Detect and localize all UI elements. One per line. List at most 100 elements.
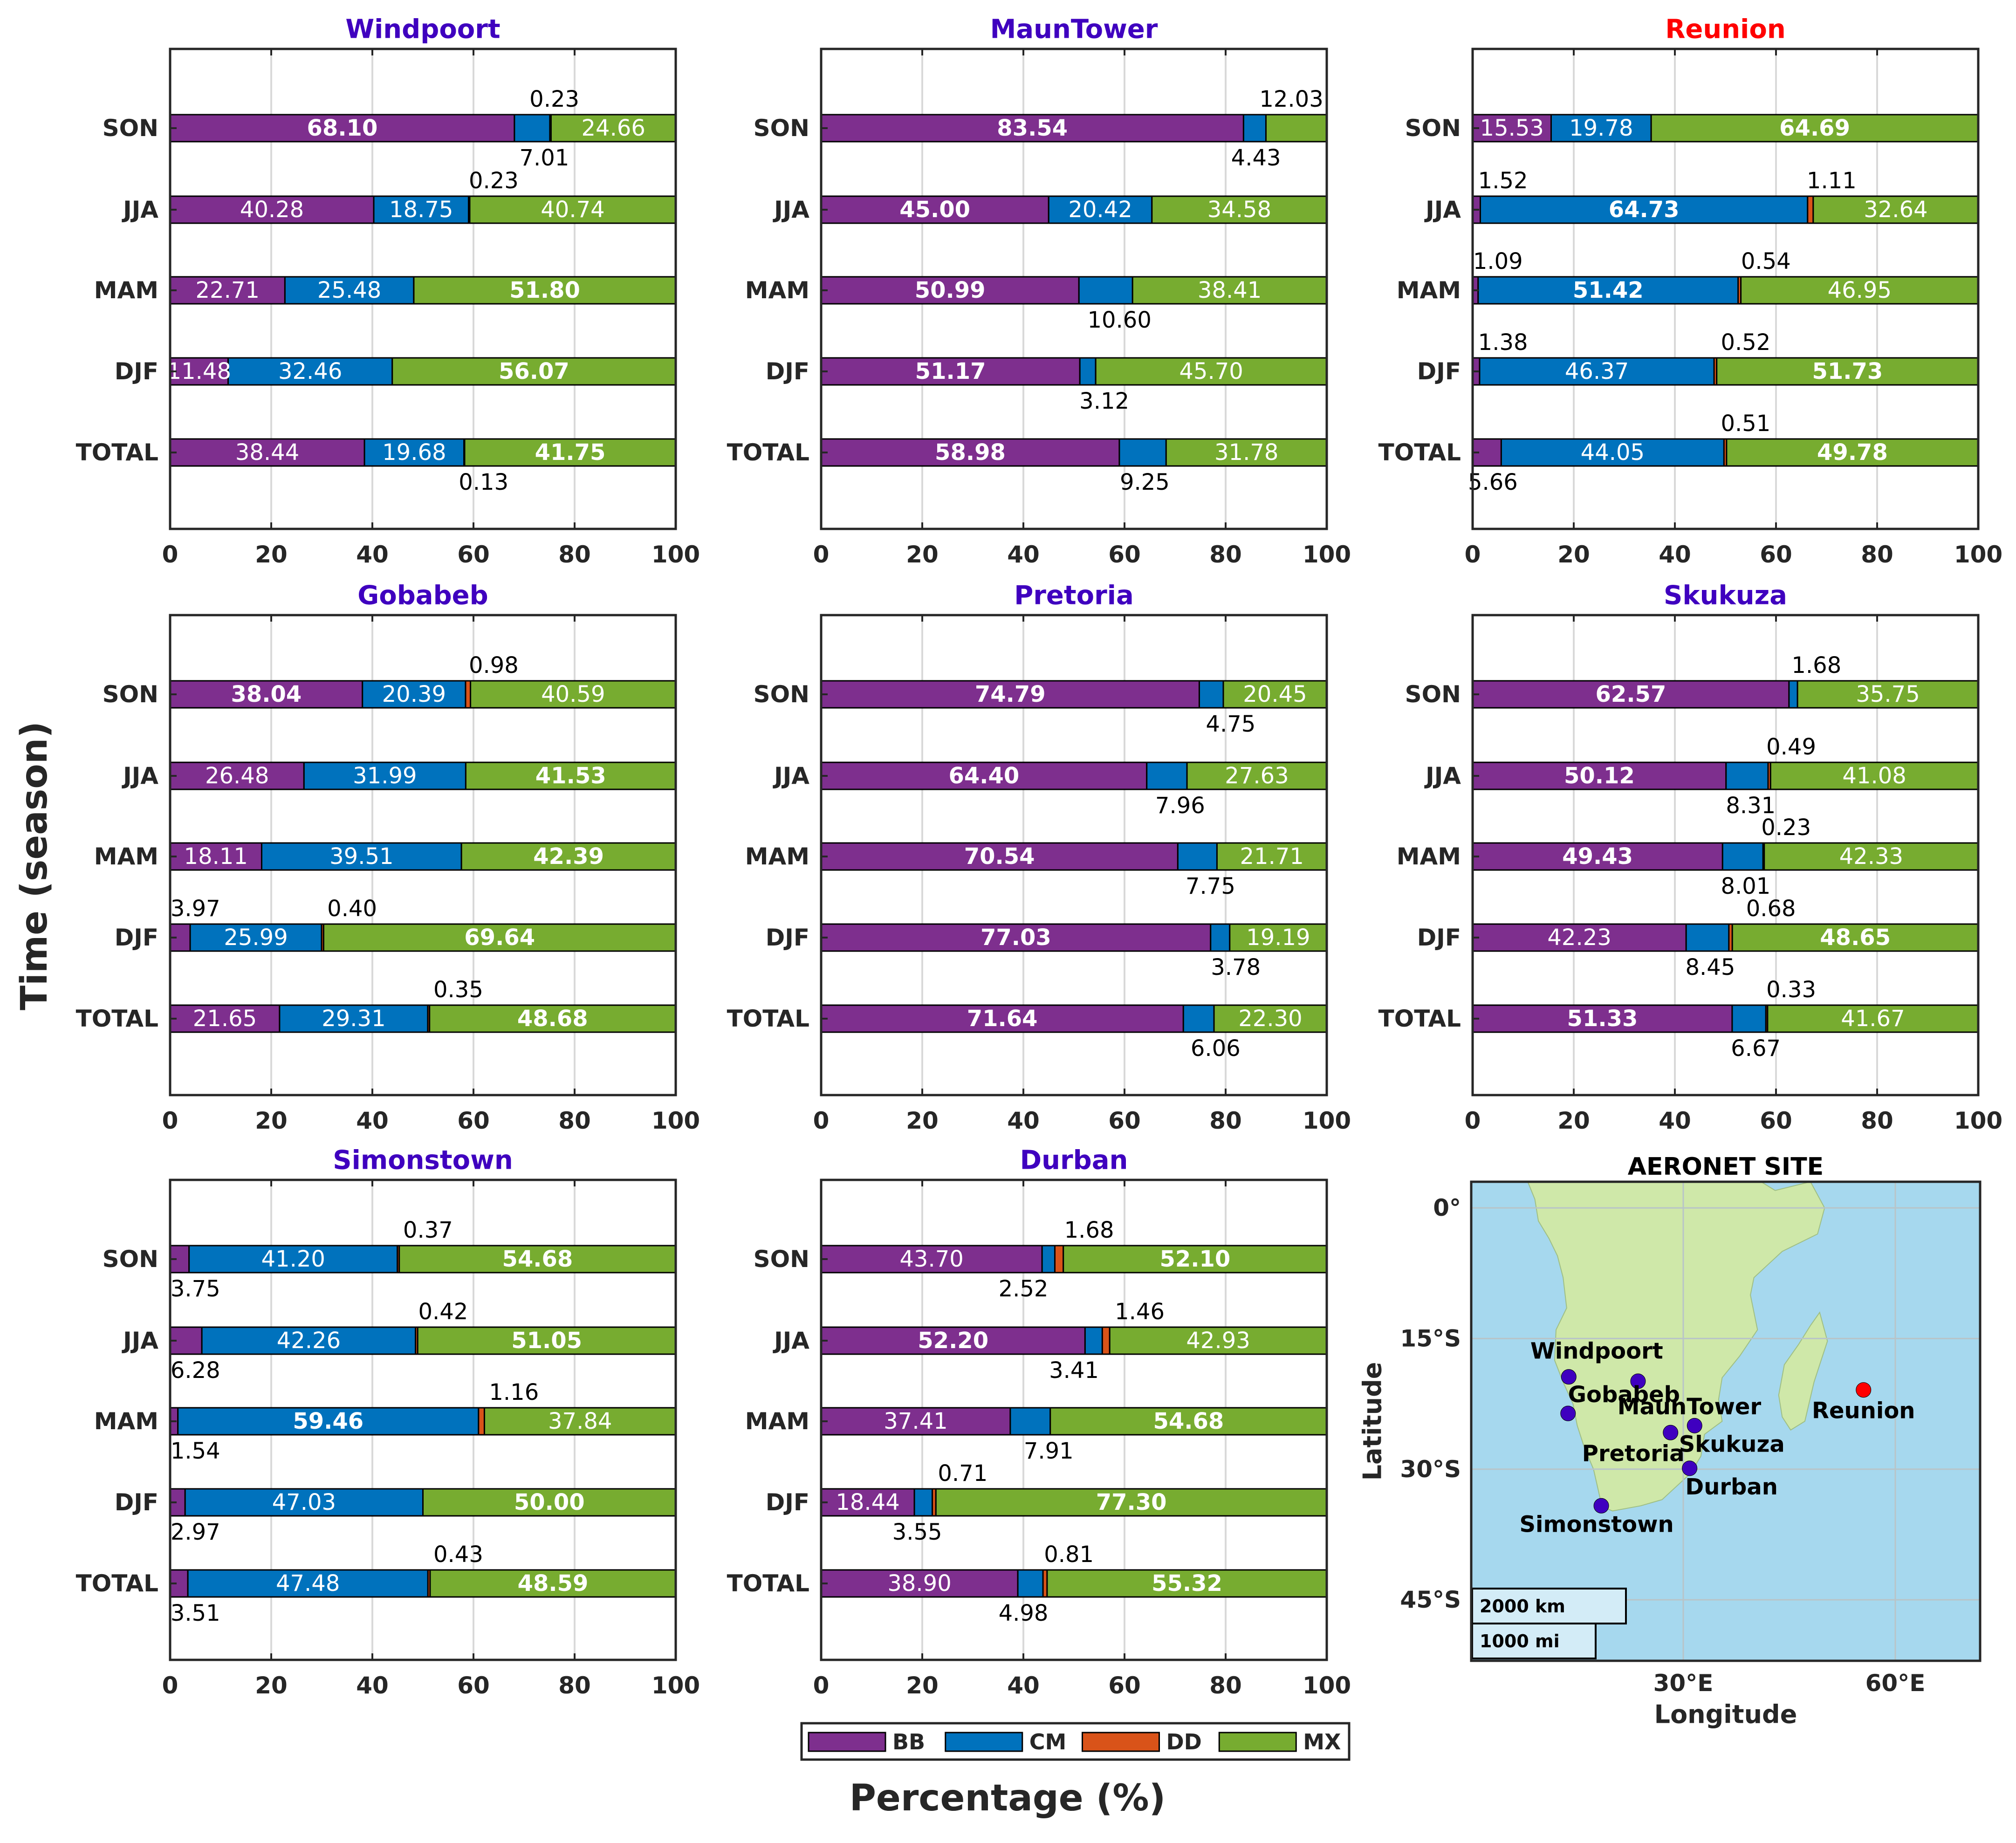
data-label: 52.20	[918, 1328, 988, 1354]
legend-swatch-dd	[1082, 1732, 1160, 1752]
data-label: 64.73	[1609, 197, 1680, 223]
chart-title: Gobabeb	[357, 581, 488, 611]
bar-bb	[820, 438, 1120, 467]
category-label: SON	[103, 681, 158, 708]
data-label: 0.51	[1721, 411, 1770, 437]
data-label: 38.44	[235, 439, 299, 466]
bar-cm	[284, 276, 415, 305]
data-label: 0.71	[938, 1460, 987, 1487]
x-tick-label: 40	[356, 1107, 389, 1134]
bar-mx	[1797, 680, 1979, 709]
map-ylabel: Latitude	[1358, 1362, 1387, 1481]
data-label: 44.05	[1581, 439, 1645, 466]
bar-cm	[1009, 1407, 1051, 1436]
site-label: Skukuza	[1679, 1431, 1785, 1457]
category-label: TOTAL	[1378, 1005, 1461, 1032]
category-label: DJF	[1417, 924, 1461, 951]
site-label: Pretoria	[1582, 1440, 1685, 1466]
site-marker-durban	[1682, 1460, 1698, 1476]
data-label: 55.32	[1152, 1570, 1222, 1596]
data-label: 37.84	[548, 1408, 612, 1434]
data-label: 3.51	[171, 1600, 220, 1626]
x-tick-label: 40	[356, 541, 389, 568]
bar-mx	[1095, 357, 1328, 386]
data-label: 18.75	[389, 197, 453, 223]
data-label: 48.65	[1820, 925, 1891, 951]
figure-ylabel: Time (season)	[14, 721, 55, 1010]
x-tick-label: 80	[558, 541, 591, 568]
data-label: 4.98	[999, 1600, 1049, 1626]
x-tick-label: 100	[1954, 1107, 2002, 1134]
bar-cm	[1479, 195, 1809, 224]
axes-frame	[169, 614, 677, 1096]
scale-label-km: 2000 km	[1480, 1596, 1565, 1617]
chart-title: Durban	[1020, 1145, 1128, 1176]
bar-cm	[1078, 276, 1133, 305]
data-label: 38.41	[1198, 277, 1262, 303]
x-tick-label: 0	[162, 1672, 178, 1699]
data-label: 49.78	[1817, 439, 1888, 466]
data-label: 41.08	[1842, 763, 1906, 789]
chart-panel-gobabeb: Gobabeb SON JJA MAM DJF TOTAL 38.04 20.39 0.98 40…	[76, 581, 700, 1135]
bar-cm	[1721, 842, 1764, 871]
bar-cm	[514, 114, 551, 143]
bar-bb	[169, 1569, 189, 1598]
scale-label-mi: 1000 mi	[1480, 1631, 1560, 1651]
data-label: 8.01	[1721, 873, 1770, 899]
data-label: 25.48	[317, 277, 381, 303]
x-tick-label: 40	[1007, 1107, 1040, 1134]
category-label: MAM	[94, 1408, 158, 1435]
bar-cm	[177, 1407, 480, 1436]
bar-bb	[820, 680, 1200, 709]
data-label: 42.39	[533, 843, 604, 870]
chart-panel-simonstown: Simonstown SON JJA MAM DJF TOTAL 41.20 0.37 3.75…	[76, 1145, 700, 1699]
data-label: 1.16	[489, 1379, 539, 1405]
x-tick-label: 20	[255, 541, 288, 568]
data-label: 41.20	[261, 1246, 325, 1272]
data-label: 39.51	[329, 843, 393, 870]
data-label: 56.07	[499, 358, 569, 384]
data-label: 68.10	[307, 115, 378, 141]
data-label: 45.00	[899, 197, 970, 223]
category-label: SON	[754, 115, 809, 142]
data-label: 4.75	[1206, 711, 1255, 737]
data-label: 51.80	[509, 277, 580, 303]
data-label: 0.98	[469, 652, 519, 678]
bar-cm	[1788, 680, 1798, 709]
bar-cm	[1731, 1004, 1767, 1033]
data-label: 0.54	[1741, 248, 1791, 274]
bar-dd	[465, 680, 472, 709]
data-label: 48.59	[518, 1570, 589, 1596]
map-lon-tick: 60°E	[1865, 1670, 1926, 1697]
chart-title: MaunTower	[990, 14, 1158, 45]
bar-mx	[464, 438, 677, 467]
bar-mx	[1650, 114, 1979, 143]
data-label: 2.52	[999, 1276, 1049, 1302]
category-label: DJF	[766, 924, 809, 951]
data-label: 22.30	[1238, 1006, 1302, 1032]
legend-label: BB	[892, 1729, 925, 1754]
data-label: 70.54	[964, 843, 1035, 870]
data-label: 0.13	[459, 469, 508, 495]
data-label: 22.71	[195, 277, 259, 303]
category-label: TOTAL	[727, 439, 809, 466]
x-tick-label: 100	[1954, 541, 2002, 568]
data-label: 35.75	[1856, 681, 1920, 707]
data-label: 27.63	[1225, 763, 1289, 789]
data-label: 1.52	[1478, 168, 1528, 194]
site-label: Reunion	[1812, 1398, 1915, 1424]
x-tick-label: 60	[1108, 541, 1141, 568]
data-label: 0.23	[469, 168, 519, 194]
x-tick-label: 40	[1659, 541, 1691, 568]
data-label: 51.73	[1812, 358, 1883, 384]
x-tick-label: 20	[255, 1672, 288, 1699]
x-tick-label: 100	[651, 1107, 700, 1134]
bar-bb	[169, 357, 229, 386]
data-label: 40.59	[541, 681, 605, 707]
site-label: MaunTower	[1618, 1394, 1762, 1420]
legend-box	[800, 1722, 1351, 1761]
data-label: 49.43	[1562, 843, 1633, 870]
x-tick-label: 40	[1007, 541, 1040, 568]
x-tick-label: 80	[558, 1107, 591, 1134]
